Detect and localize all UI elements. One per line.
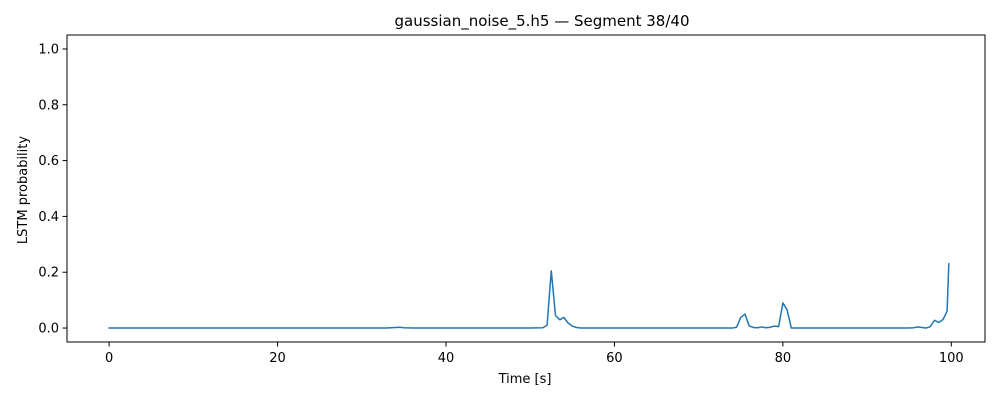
x-tick-label: 40 xyxy=(438,351,455,366)
y-tick-label: 0.2 xyxy=(38,266,59,281)
x-axis-label: Time [s] xyxy=(498,372,552,387)
y-tick-label: 0.0 xyxy=(38,322,59,337)
y-tick-label: 0.8 xyxy=(38,98,59,113)
y-tick-label: 0.6 xyxy=(38,154,59,169)
x-tick-label: 100 xyxy=(939,351,964,366)
x-tick-label: 20 xyxy=(269,351,286,366)
y-axis-label: LSTM probability xyxy=(16,136,31,244)
x-tick-label: 80 xyxy=(775,351,792,366)
y-tick-label: 1.0 xyxy=(38,42,59,57)
chart-title: gaussian_noise_5.h5 — Segment 38/40 xyxy=(394,12,689,31)
y-tick-label: 0.4 xyxy=(38,210,59,225)
series-line-0 xyxy=(108,263,950,329)
x-tick-label: 0 xyxy=(105,351,113,366)
plot-frame xyxy=(66,34,986,343)
plot-area: 0 20 40 60 80 100 0.0 0.2 0.4 0.6 0.8 1.0 xyxy=(38,34,986,366)
x-tick-label: 60 xyxy=(606,351,623,366)
